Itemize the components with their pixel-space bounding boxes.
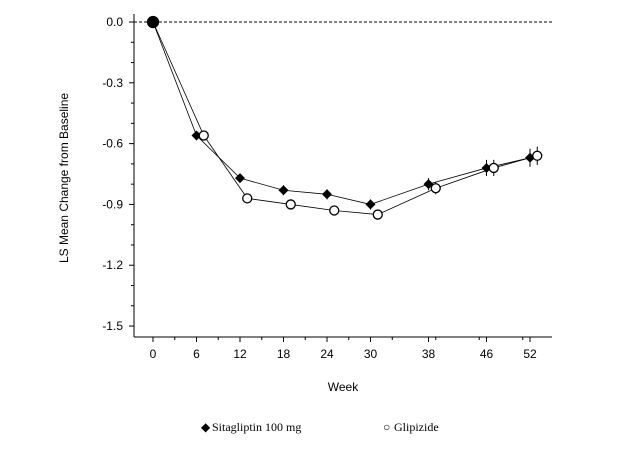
sitagliptin-100-mg-point (322, 189, 332, 200)
sitagliptin-100-mg-line (152, 21, 531, 205)
sitagliptin-100-mg-point (191, 130, 202, 141)
x-tick-label: 38 (422, 347, 436, 361)
glipizide-line (152, 21, 538, 215)
legend-symbol-sitagliptin: ◆ (201, 420, 211, 434)
x-tick-label: 24 (320, 347, 334, 361)
x-tick-label: 30 (364, 347, 378, 361)
y-axis-ticks: 0.0 -0.3 -0.6 -0.9 -1.2 -1.5 (102, 15, 134, 333)
x-tick-label: 52 (523, 347, 537, 361)
glipizide-point (146, 15, 160, 29)
y-tick-label: 0.0 (106, 15, 123, 29)
legend-label-glipizide: Glipizide (394, 420, 439, 434)
legend: ◆ Sitagliptin 100 mg ○ Glipizide (201, 420, 439, 434)
y-tick-label: -1.2 (102, 258, 123, 272)
glipizide-point (488, 162, 499, 174)
y-tick-label: -0.3 (102, 76, 123, 90)
glipizide-point (372, 209, 383, 220)
y-tick-label: -0.6 (102, 137, 123, 151)
glipizide-point (285, 199, 296, 210)
legend-label-sitagliptin: Sitagliptin 100 mg (212, 420, 301, 434)
y-tick-label: -1.5 (102, 319, 123, 333)
sitagliptin-100-mg-point (365, 199, 376, 210)
glipizide-point (242, 193, 253, 204)
x-tick-label: 46 (480, 347, 494, 361)
x-axis-ticks: 0 6 12 18 24 30 38 46 52 (150, 337, 537, 361)
glipizide-point (430, 183, 441, 194)
glipizide-point (198, 130, 209, 141)
sitagliptin-100-mg-point (278, 185, 289, 196)
series-layer (146, 15, 543, 220)
legend-symbol-glipizide: ○ (383, 420, 390, 434)
x-tick-label: 12 (233, 347, 247, 361)
sitagliptin-100-mg-point (481, 162, 492, 173)
glipizide-point (329, 205, 340, 216)
glipizide-point (532, 150, 543, 161)
y-tick-label: -0.9 (102, 197, 123, 211)
x-tick-label: 18 (277, 347, 291, 361)
x-axis-label: Week (328, 380, 359, 394)
x-tick-label: 6 (193, 347, 200, 361)
x-tick-label: 0 (150, 347, 157, 361)
y-axis-label: LS Mean Change from Baseline (57, 93, 71, 263)
sitagliptin-100-mg-point (235, 173, 245, 184)
